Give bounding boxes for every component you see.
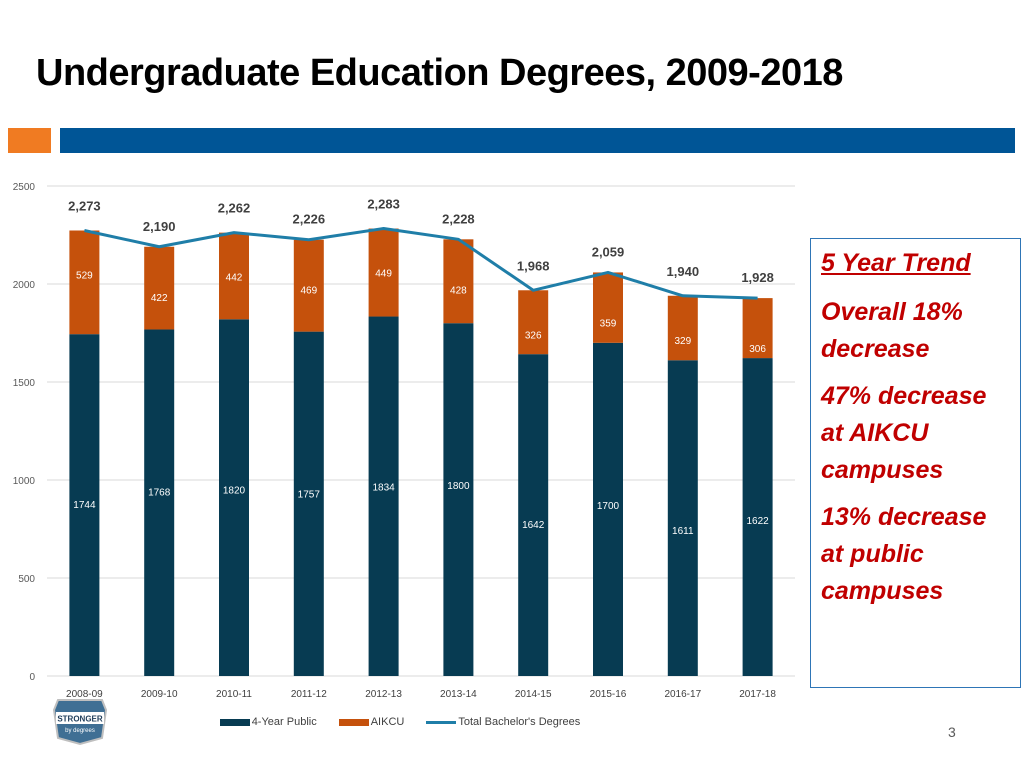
- data-label-total: 2,059: [592, 244, 625, 259]
- trend-aikcu: 47% decrease at AIKCU campuses: [821, 382, 987, 484]
- bar-4-year-public: [293, 331, 324, 676]
- bar-aikcu: [69, 230, 100, 335]
- data-label-4-year-public: 1611: [672, 526, 694, 537]
- stronger-by-degrees-logo: STRONGER by degrees: [52, 699, 108, 746]
- x-tick-label: 2015-16: [590, 689, 627, 700]
- bar-aikcu: [667, 295, 698, 361]
- legend-item-aikcu: AIKCU: [338, 716, 405, 728]
- bar-aikcu: [443, 239, 474, 324]
- logo-text-bottom: by degrees: [65, 728, 95, 734]
- data-label-4-year-public: 1700: [597, 501, 620, 512]
- trend-heading: 5 Year Trend: [821, 249, 971, 277]
- bar-4-year-public: [368, 316, 399, 676]
- legend-label-public: 4-Year Public: [251, 716, 317, 728]
- header-accent-bar: [60, 128, 1015, 153]
- data-label-4-year-public: 1744: [73, 500, 96, 511]
- x-tick-label: 2016-17: [664, 689, 701, 700]
- data-label-total: 2,226: [293, 212, 326, 227]
- x-tick-label: 2014-15: [515, 689, 552, 700]
- legend-line-total: [426, 720, 457, 724]
- data-label-aikcu: 428: [450, 285, 467, 296]
- data-label-total: 2,262: [218, 201, 251, 216]
- legend-label-total: Total Bachelor's Degrees: [458, 716, 581, 728]
- trend-public: 13% decrease at public campuses: [821, 503, 987, 605]
- trend-summary-box: 5 Year Trend Overall 18% decrease 47% de…: [810, 238, 1021, 688]
- chart-legend: 4-Year Public AIKCU Total Bachelor's Deg…: [0, 713, 800, 731]
- data-label-4-year-public: 1834: [372, 483, 395, 494]
- stacked-bar-chart: 0 500 1000 1500 2000 2500 1744 529 2008-09 1768 42…: [13, 182, 795, 700]
- y-tick-label: 2500: [13, 182, 36, 193]
- bar-aikcu: [368, 228, 399, 317]
- page-number: 3: [948, 724, 956, 740]
- legend-item-total: Total Bachelor's Degrees: [426, 716, 580, 728]
- accent-square: [8, 128, 51, 153]
- bar-4-year-public: [593, 342, 623, 676]
- bar-aikcu: [593, 272, 623, 343]
- data-label-aikcu: 359: [600, 318, 617, 329]
- data-label-4-year-public: 1622: [746, 516, 769, 527]
- y-tick-label: 500: [18, 574, 35, 585]
- x-tick-label: 2012-13: [365, 689, 402, 700]
- x-tick-label: 2013-14: [440, 689, 477, 700]
- bar-aikcu: [293, 239, 324, 332]
- legend-swatch-public: [219, 718, 250, 726]
- bar-4-year-public: [69, 334, 100, 676]
- data-label-aikcu: 469: [300, 286, 317, 297]
- data-label-total: 1,940: [667, 264, 700, 279]
- data-label-4-year-public: 1642: [522, 520, 545, 531]
- trend-overall: Overall 18% decrease: [821, 298, 963, 363]
- y-tick-label: 1500: [13, 378, 36, 389]
- x-tick-label: 2011-12: [291, 689, 327, 700]
- x-tick-label: 2010-11: [216, 689, 252, 700]
- bar-aikcu: [144, 246, 175, 330]
- data-label-aikcu: 529: [76, 270, 93, 281]
- x-tick-label: 2009-10: [141, 689, 178, 700]
- data-label-4-year-public: 1768: [148, 487, 171, 498]
- data-label-aikcu: 306: [749, 344, 766, 355]
- bar-aikcu: [219, 232, 249, 320]
- data-label-4-year-public: 1800: [447, 481, 470, 492]
- data-label-total: 1,968: [517, 258, 550, 273]
- data-label-4-year-public: 1757: [298, 490, 321, 501]
- data-label-aikcu: 449: [375, 269, 392, 280]
- logo-text-top: STRONGER: [57, 715, 103, 724]
- bar-aikcu: [742, 298, 773, 359]
- data-label-aikcu: 329: [674, 336, 691, 347]
- legend-swatch-aikcu: [338, 718, 369, 726]
- slide-title: Undergraduate Education Degrees, 2009-20…: [36, 52, 843, 94]
- bar-4-year-public: [443, 323, 474, 676]
- bar-4-year-public: [219, 319, 249, 676]
- legend-item-public: 4-Year Public: [219, 716, 317, 728]
- data-label-total: 2,273: [68, 198, 101, 213]
- data-label-aikcu: 422: [151, 293, 168, 304]
- bar-4-year-public: [144, 329, 175, 676]
- y-tick-label: 1000: [13, 476, 36, 487]
- data-label-total: 1,928: [741, 270, 774, 285]
- x-tick-label: 2008-09: [66, 689, 103, 700]
- data-label-4-year-public: 1820: [223, 485, 246, 496]
- data-label-aikcu: 326: [525, 330, 542, 341]
- bar-4-year-public: [742, 358, 773, 676]
- bar-aikcu: [518, 290, 549, 355]
- data-label-total: 2,190: [143, 219, 176, 234]
- bar-4-year-public: [518, 354, 549, 676]
- x-tick-label: 2017-18: [739, 689, 776, 700]
- bar-4-year-public: [667, 360, 698, 676]
- line-total-bachelors-degrees: [84, 227, 758, 300]
- data-label-aikcu: 442: [226, 273, 243, 284]
- legend-label-aikcu: AIKCU: [370, 716, 405, 728]
- data-label-total: 2,283: [367, 197, 400, 212]
- y-tick-label: 0: [29, 672, 35, 683]
- data-label-total: 2,228: [442, 211, 475, 226]
- y-tick-label: 2000: [13, 280, 36, 291]
